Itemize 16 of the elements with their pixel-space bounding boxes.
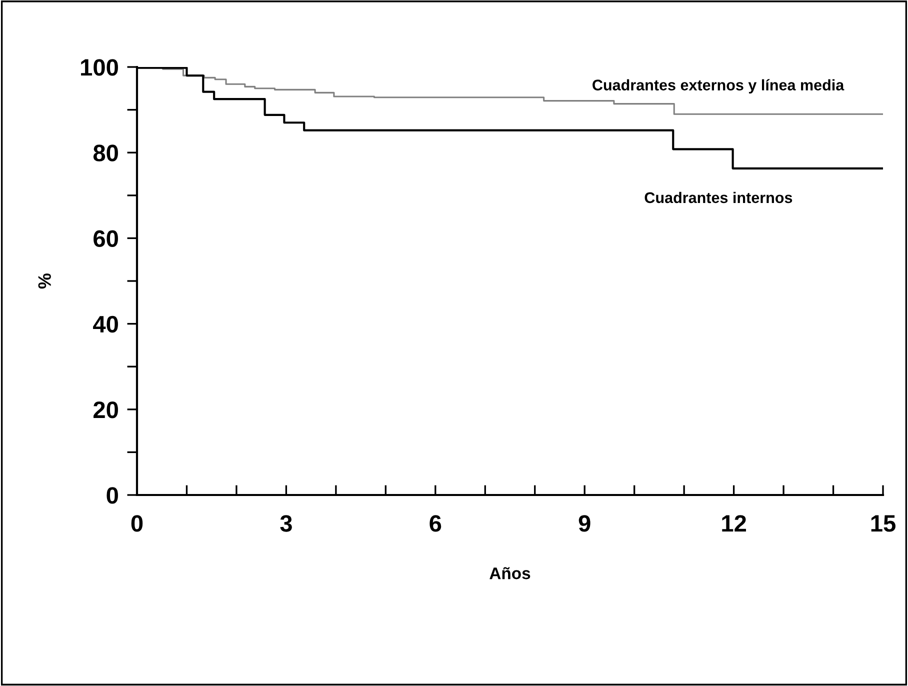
series-label: Cuadrantes externos y línea media	[592, 79, 844, 94]
x-tick-label: 3	[280, 515, 292, 532]
y-tick-label: 60	[94, 230, 118, 247]
x-tick-label: 9	[578, 515, 590, 532]
x-tick-label: 15	[871, 515, 896, 532]
x-axis-title: Años	[490, 567, 530, 580]
y-tick-label: 80	[93, 144, 118, 162]
x-tick-label: 0	[131, 515, 143, 532]
y-tick-label: 0	[106, 487, 118, 504]
series-label: Cuadrantes internos	[644, 192, 792, 204]
y-tick-label: 100	[81, 59, 118, 76]
y-axis-title: %	[38, 273, 51, 289]
x-tick-label: 12	[722, 515, 746, 532]
x-tick-label: 6	[430, 515, 442, 532]
y-tick-label: 20	[94, 401, 118, 418]
y-tick-label: 40	[93, 316, 118, 333]
